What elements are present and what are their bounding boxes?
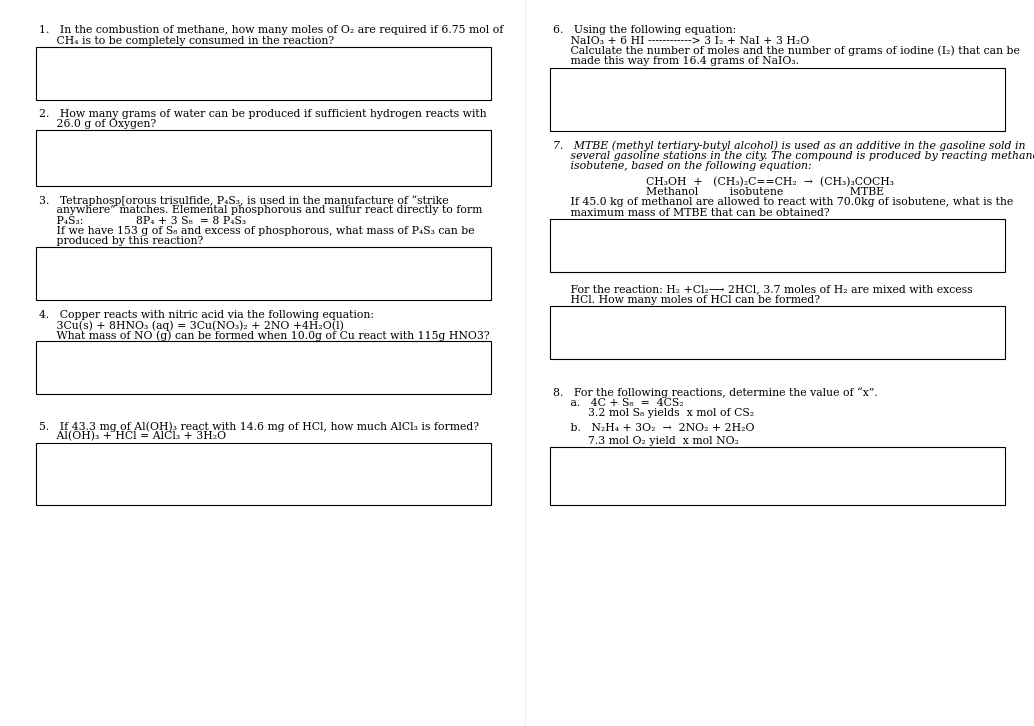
Text: Al(OH)₃ + HCl = AlCl₃ + 3H₂O: Al(OH)₃ + HCl = AlCl₃ + 3H₂O [39,431,226,441]
Text: 3Cu(s) + 8HNO₃ (aq) = 3Cu(NO₃)₂ + 2NO +4H₂O(l): 3Cu(s) + 8HNO₃ (aq) = 3Cu(NO₃)₂ + 2NO +4… [39,320,344,331]
Bar [550,219,1005,272]
Text: made this way from 16.4 grams of NaIO₃.: made this way from 16.4 grams of NaIO₃. [553,56,799,66]
Text: CH₄ is to be completely consumed in the reaction?: CH₄ is to be completely consumed in the … [39,36,334,46]
Text: If 45.0 kg of methanol are allowed to react with 70.0kg of isobutene, what is th: If 45.0 kg of methanol are allowed to re… [553,197,1013,208]
Bar [36,247,491,300]
Text: several gasoline stations in the city. The compound is produced by reacting meth: several gasoline stations in the city. T… [553,151,1034,161]
Text: 1.   In the combustion of methane, how many moles of O₂ are required if 6.75 mol: 1. In the combustion of methane, how man… [39,25,504,36]
Text: 4.   Copper reacts with nitric acid via the following equation:: 4. Copper reacts with nitric acid via th… [39,310,374,320]
Bar [550,68,1005,131]
Text: Calculate the number of moles and the number of grams of iodine (I₂) that can be: Calculate the number of moles and the nu… [553,46,1021,57]
Text: 2.   How many grams of water can be produced if sufficient hydrogen reacts with: 2. How many grams of water can be produc… [39,109,487,119]
Text: HCl. How many moles of HCl can be formed?: HCl. How many moles of HCl can be formed… [553,295,820,305]
Text: maximum mass of MTBE that can be obtained?: maximum mass of MTBE that can be obtaine… [553,208,830,218]
Text: 3.   Tetraphosp[orous trisulfide, P₄S₃, is used in the manufacture of “strike: 3. Tetraphosp[orous trisulfide, P₄S₃, is… [39,195,449,206]
Text: isobutene, based on the following equation:: isobutene, based on the following equati… [553,161,812,171]
Text: P₄S₃:               8P₄ + 3 S₈  = 8 P₄S₃: P₄S₃: 8P₄ + 3 S₈ = 8 P₄S₃ [39,216,246,226]
Bar [36,443,491,505]
Text: 26.0 g of Oxygen?: 26.0 g of Oxygen? [39,119,156,129]
Text: b.   N₂H₄ + 3O₂  →  2NO₂ + 2H₂O: b. N₂H₄ + 3O₂ → 2NO₂ + 2H₂O [553,423,755,433]
Bar [36,47,491,100]
Text: If we have 153 g of S₈ and excess of phosphorous, what mass of P₄S₃ can be: If we have 153 g of S₈ and excess of pho… [39,226,475,236]
Text: Methanol         isobutene                   MTBE: Methanol isobutene MTBE [646,187,884,197]
Text: produced by this reaction?: produced by this reaction? [39,236,204,246]
Bar [550,306,1005,359]
Text: anywhere” matches. Elemental phosphorous and sulfur react directly to form: anywhere” matches. Elemental phosphorous… [39,205,483,216]
Text: 5.   If 43.3 mg of Al(OH)₃ react with 14.6 mg of HCl, how much AlCl₃ is formed?: 5. If 43.3 mg of Al(OH)₃ react with 14.6… [39,421,480,432]
Text: For the reaction: H₂ +Cl₂⟶ 2HCl, 3.7 moles of H₂ are mixed with excess: For the reaction: H₂ +Cl₂⟶ 2HCl, 3.7 mol… [553,285,973,295]
Text: 7.   MTBE (methyl tertiary-butyl alcohol) is used as an additive in the gasoline: 7. MTBE (methyl tertiary-butyl alcohol) … [553,141,1026,152]
Text: 3.2 mol S₈ yields  x mol of CS₂: 3.2 mol S₈ yields x mol of CS₂ [553,408,755,418]
Text: 8.   For the following reactions, determine the value of “x”.: 8. For the following reactions, determin… [553,388,878,399]
Bar [36,341,491,394]
Bar [36,130,491,186]
Bar [550,447,1005,505]
Text: NaIO₃ + 6 HI ------------> 3 I₂ + NaI + 3 H₂O: NaIO₃ + 6 HI ------------> 3 I₂ + NaI + … [553,36,810,46]
Text: a.   4C + S₈  =  4CS₂: a. 4C + S₈ = 4CS₂ [553,398,683,408]
Text: 7.3 mol O₂ yield  x mol NO₂: 7.3 mol O₂ yield x mol NO₂ [553,436,739,446]
Text: 6.   Using the following equation:: 6. Using the following equation: [553,25,736,36]
Text: What mass of NO (g) can be formed when 10.0g of Cu react with 115g HNO3?: What mass of NO (g) can be formed when 1… [39,330,490,341]
Text: CH₃OH  +   (CH₃)₂C==CH₂  →  (CH₃)₃COCH₃: CH₃OH + (CH₃)₂C==CH₂ → (CH₃)₃COCH₃ [646,177,894,187]
